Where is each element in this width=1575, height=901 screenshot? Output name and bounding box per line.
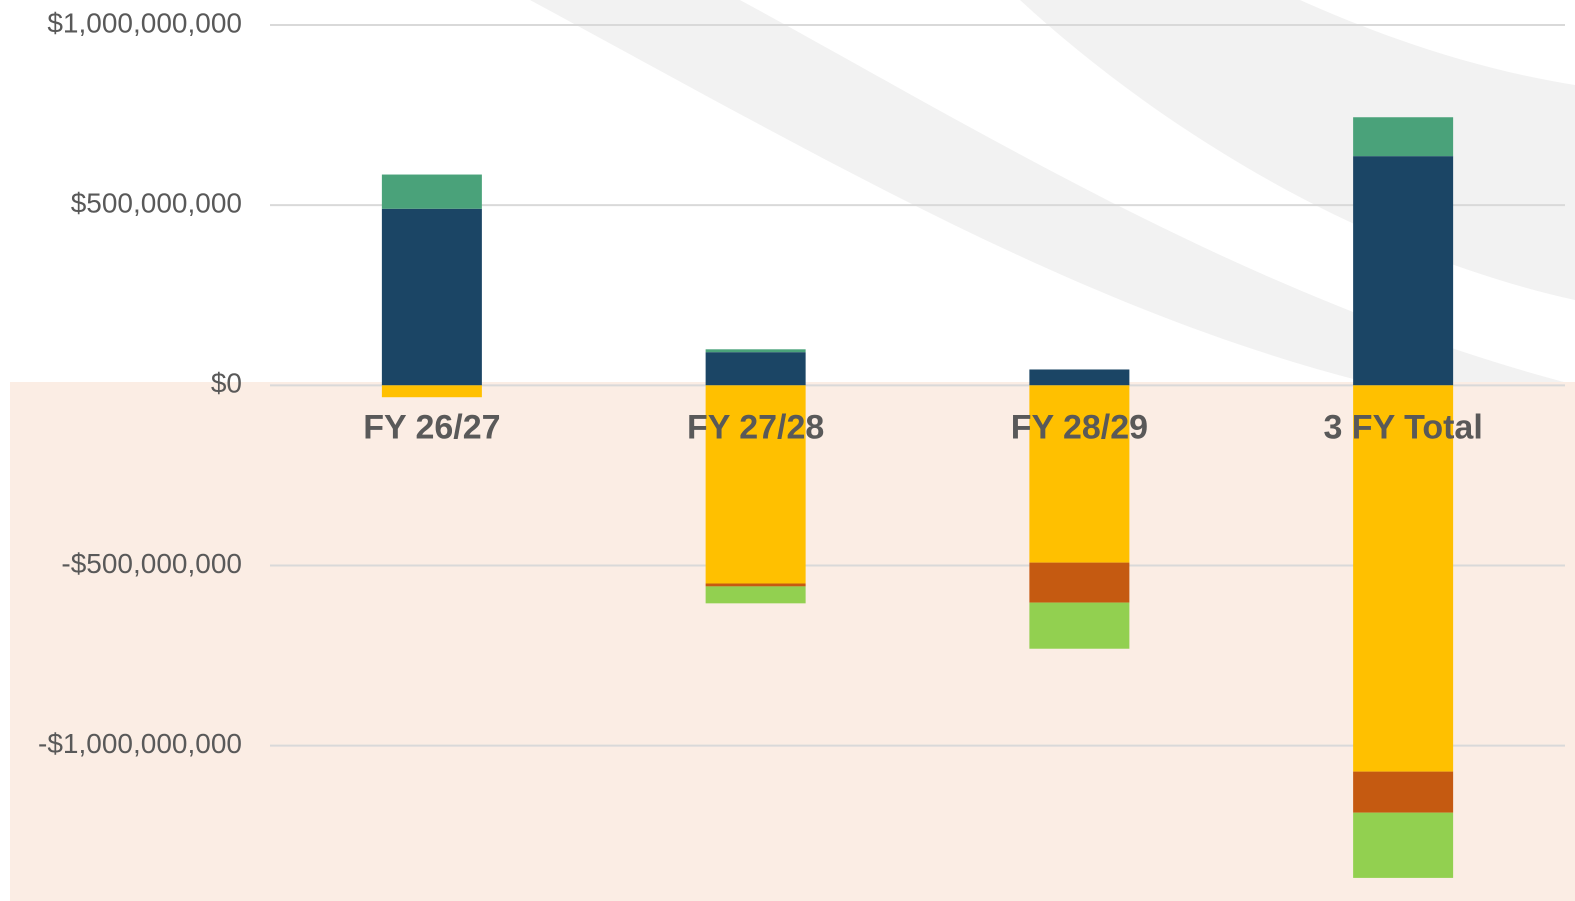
x-tick-label: FY 26/27 xyxy=(363,408,500,446)
bar-segment xyxy=(381,174,482,209)
bar-segment xyxy=(1353,385,1454,772)
bar-segment xyxy=(1029,562,1130,603)
bar-segment xyxy=(1353,771,1454,813)
y-tick-label: $1,000,000,000 xyxy=(47,7,242,38)
x-tick-label: FY 28/29 xyxy=(1011,408,1148,446)
bar-segment xyxy=(1029,602,1130,649)
bar-segment xyxy=(1353,117,1454,157)
bar-segment xyxy=(705,352,806,386)
bar-segment xyxy=(381,208,482,386)
y-tick-label: $500,000,000 xyxy=(71,188,242,219)
y-tick-label: -$500,000,000 xyxy=(61,548,242,579)
x-tick-label: 3 FY Total xyxy=(1323,408,1482,446)
bar-segment xyxy=(705,583,806,587)
x-tick-label: FY 27/28 xyxy=(687,408,824,446)
bar-segment xyxy=(1029,369,1130,386)
y-tick-label: $0 xyxy=(211,368,242,399)
bar-segment xyxy=(1029,385,1130,563)
bar-segment xyxy=(1353,156,1454,386)
bar-segment xyxy=(1353,812,1454,878)
bar-segment xyxy=(705,586,806,604)
bar-segment xyxy=(705,349,806,353)
y-tick-label: -$1,000,000,000 xyxy=(38,728,242,759)
bar-segment xyxy=(381,385,482,398)
bar-segment xyxy=(705,385,806,584)
